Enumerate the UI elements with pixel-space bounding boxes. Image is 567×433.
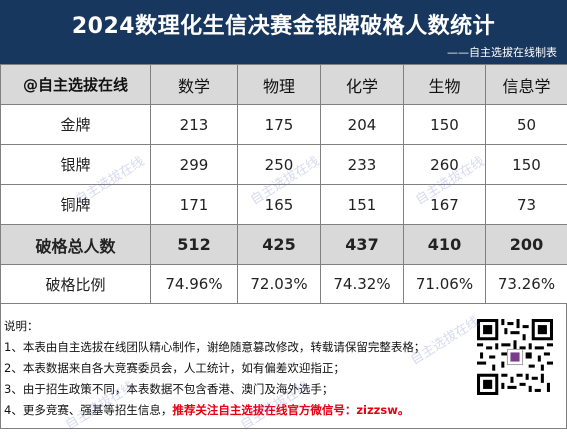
table-cell: 150 — [486, 145, 567, 185]
table-cell: 425 — [238, 225, 321, 265]
table-cell: 150 — [404, 105, 486, 145]
table-cell: 410 — [404, 225, 486, 265]
table-cell: 299 — [151, 145, 238, 185]
table-row-ratio: 破格比例 74.96% 72.03% 74.32% 71.06% 73.26% — [1, 265, 567, 304]
row-label: 金牌 — [1, 105, 151, 145]
header-cell-informatics: 信息学 — [486, 65, 567, 105]
table-cell: 437 — [321, 225, 404, 265]
qr-code-icon — [477, 319, 553, 395]
table-row-bronze: 铜牌 171 165 151 167 73 — [1, 185, 567, 225]
note-item: 3、由于招生政策不同，本表数据不包含香港、澳门及海外选手； — [4, 381, 333, 397]
wechat-recommendation: 推荐关注自主选拔在线官方微信号：zizzsw。 — [172, 403, 409, 417]
table-cell: 260 — [404, 145, 486, 185]
row-label: 银牌 — [1, 145, 151, 185]
table-row-total: 破格总人数 512 425 437 410 200 — [1, 225, 567, 265]
note-item-4: 4、更多竞赛、强基等招生信息，推荐关注自主选拔在线官方微信号：zizzsw。 — [4, 402, 409, 418]
table-cell: 200 — [486, 225, 567, 265]
table-cell: 151 — [321, 185, 404, 225]
table-cell: 74.96% — [151, 265, 238, 304]
table-cell: 71.06% — [404, 265, 486, 304]
note-item: 1、本表由自主选拔在线团队精心制作，谢绝随意篡改修改，转载请保留完整表格； — [4, 339, 425, 355]
medal-statistics-table: @自主选拔在线 数学 物理 化学 生物 信息学 金牌 213 175 204 1… — [0, 64, 567, 304]
note-item-4-text: 4、更多竞赛、强基等招生信息， — [4, 403, 172, 417]
page-subtitle: ——自主选拔在线制表 — [447, 44, 557, 60]
row-label: 铜牌 — [1, 185, 151, 225]
table-cell: 165 — [238, 185, 321, 225]
header-cell-chemistry: 化学 — [321, 65, 404, 105]
header-corner-cell: @自主选拔在线 — [1, 65, 151, 105]
table-cell: 213 — [151, 105, 238, 145]
table-cell: 73.26% — [486, 265, 567, 304]
table-row-silver: 银牌 299 250 233 260 150 — [1, 145, 567, 185]
table-header-row: @自主选拔在线 数学 物理 化学 生物 信息学 — [1, 65, 567, 105]
table-cell: 73 — [486, 185, 567, 225]
table-cell: 167 — [404, 185, 486, 225]
table-cell: 74.32% — [321, 265, 404, 304]
table-cell: 171 — [151, 185, 238, 225]
table-cell: 175 — [238, 105, 321, 145]
page-title: 2024数理化生信决赛金银牌破格人数统计 — [0, 8, 567, 40]
table-cell: 72.03% — [238, 265, 321, 304]
title-bar: 2024数理化生信决赛金银牌破格人数统计 ——自主选拔在线制表 — [0, 0, 567, 64]
table-cell: 233 — [321, 145, 404, 185]
header-cell-biology: 生物 — [404, 65, 486, 105]
notes-heading: 说明： — [4, 318, 39, 334]
table-cell: 50 — [486, 105, 567, 145]
table-cell: 250 — [238, 145, 321, 185]
row-label: 破格比例 — [1, 265, 151, 304]
table-cell: 512 — [151, 225, 238, 265]
header-cell-physics: 物理 — [238, 65, 321, 105]
note-item: 2、本表数据来自各大竞赛委员会，人工统计，如有偏差欢迎指正； — [4, 360, 345, 376]
table-cell: 204 — [321, 105, 404, 145]
table-row-gold: 金牌 213 175 204 150 50 — [1, 105, 567, 145]
row-label: 破格总人数 — [1, 225, 151, 265]
header-cell-math: 数学 — [151, 65, 238, 105]
